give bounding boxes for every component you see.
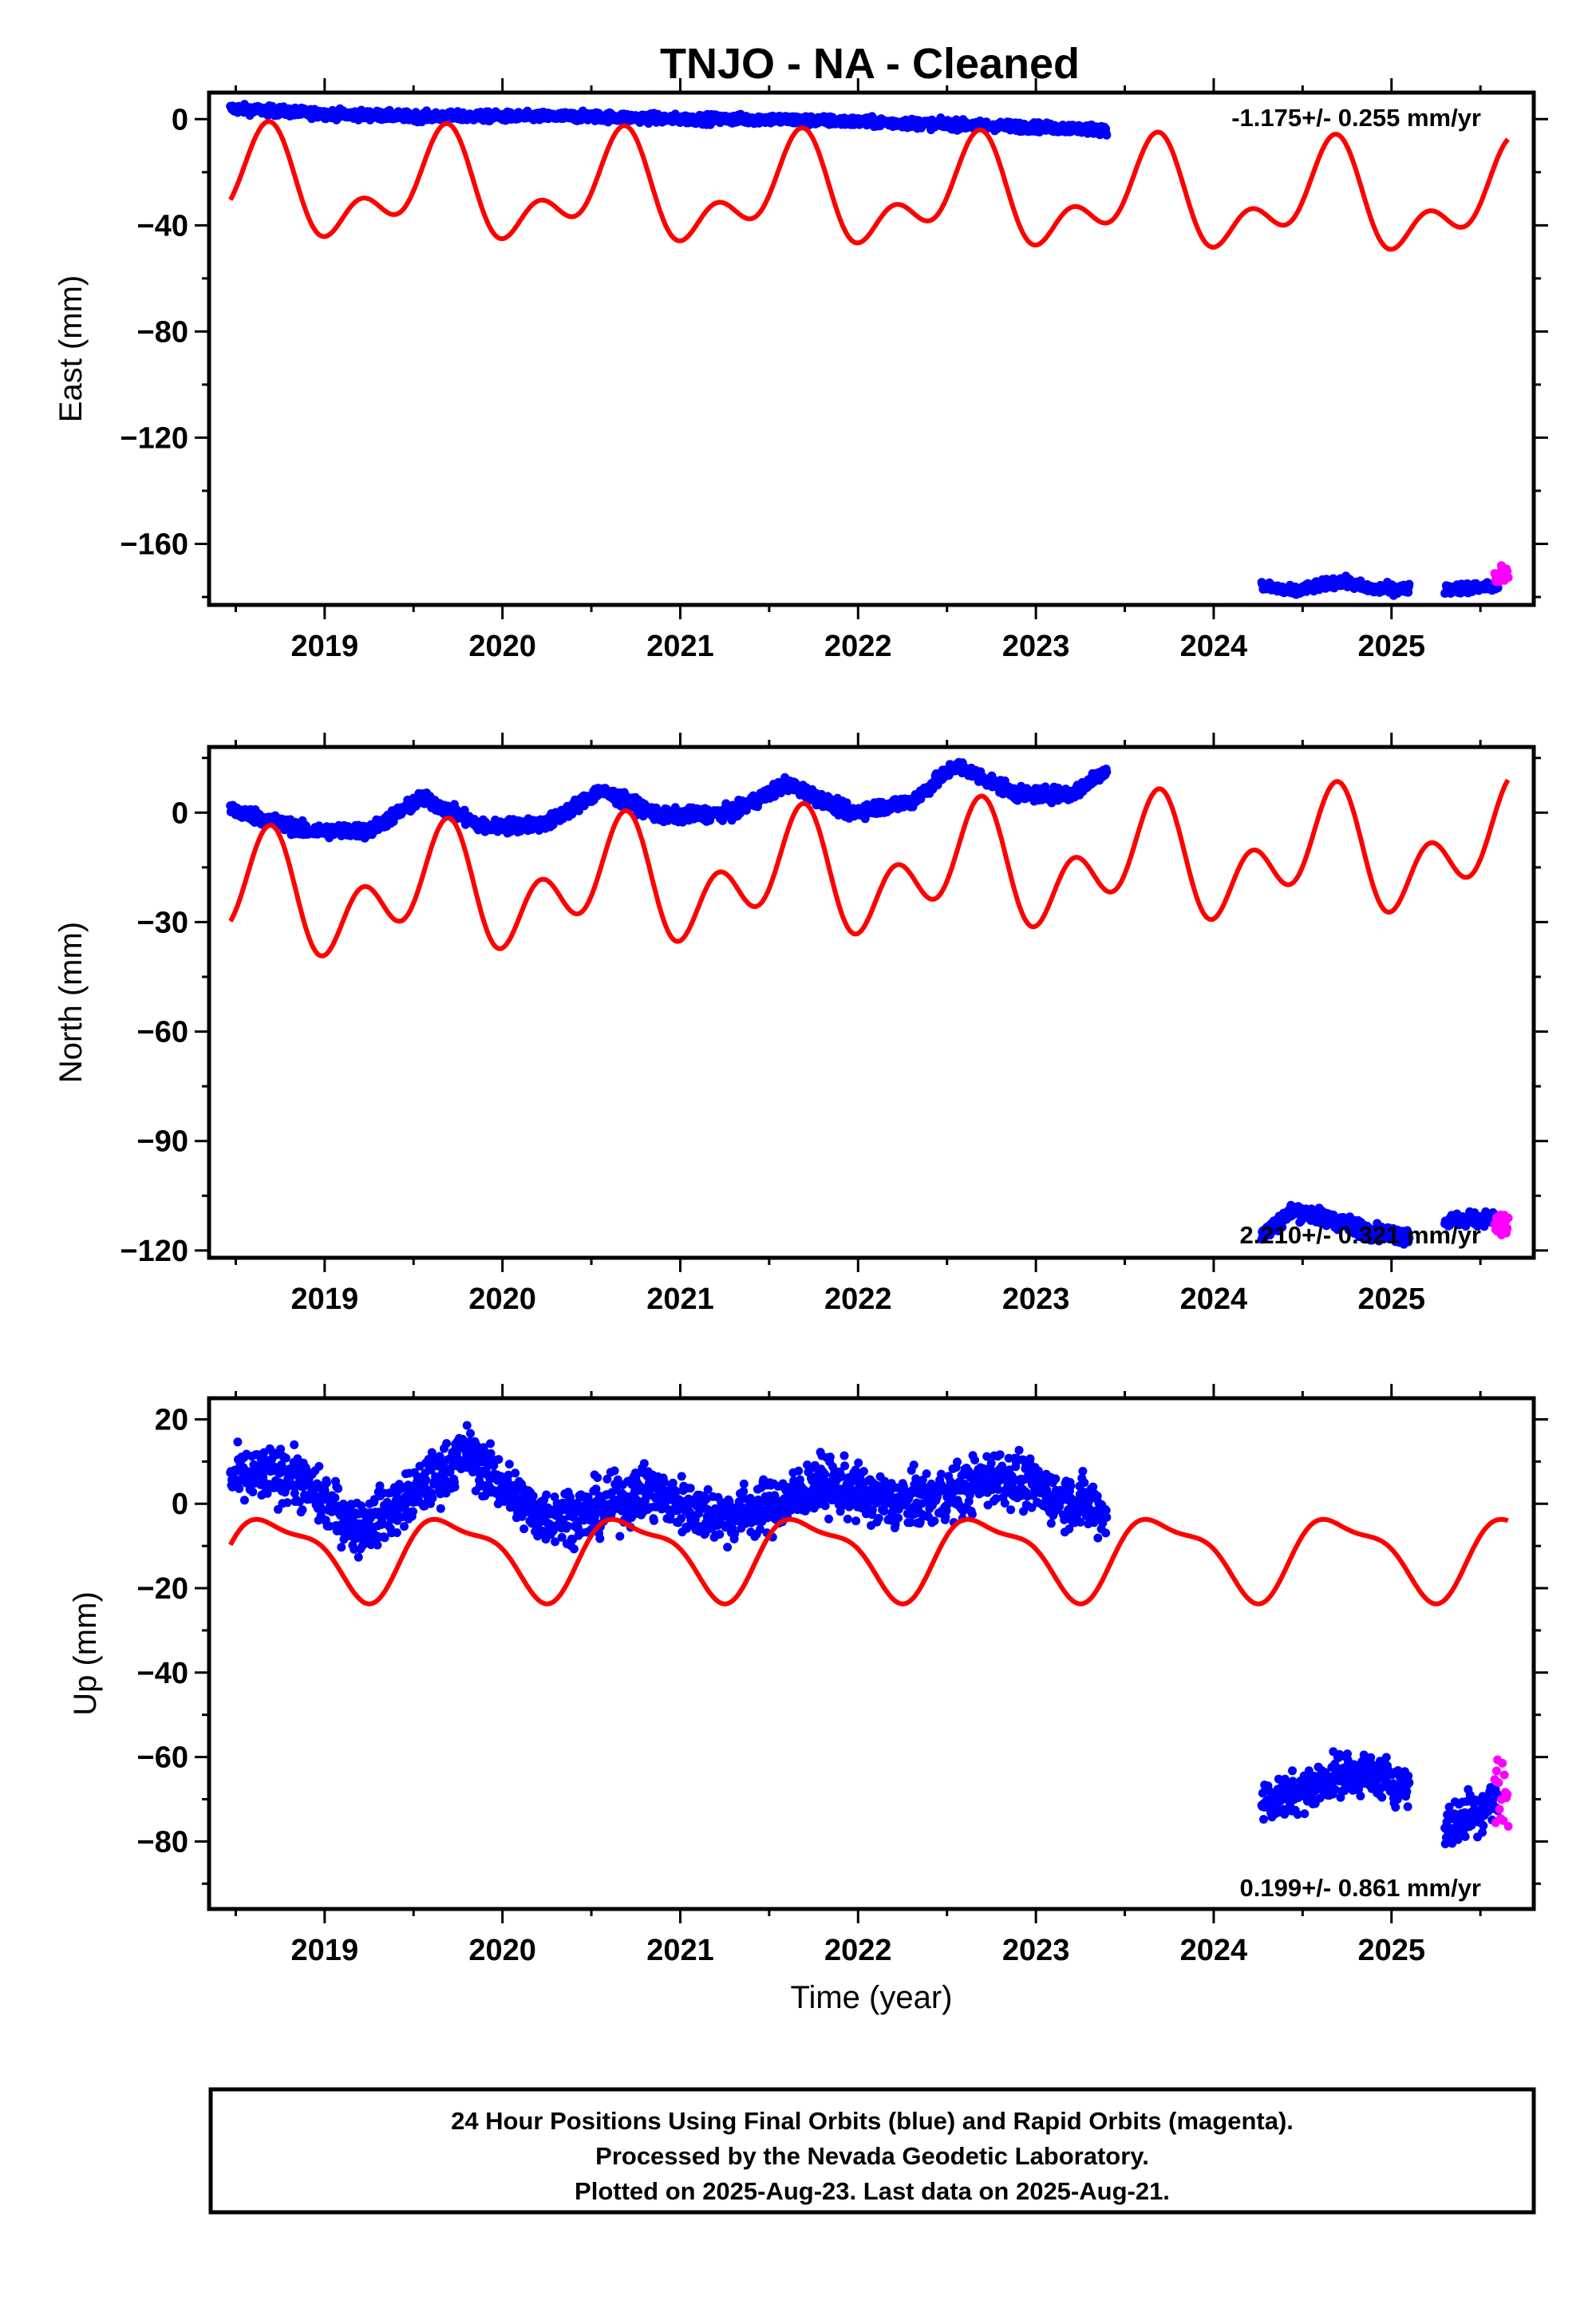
east-rate-label: -1.175+/- 0.255 mm/yr bbox=[1231, 104, 1481, 132]
north-panel-marks bbox=[226, 758, 1512, 1249]
up-final-point bbox=[290, 1441, 298, 1449]
east-rapid-orbit-points bbox=[1491, 561, 1513, 586]
north-panel-frame bbox=[209, 747, 1534, 1258]
up-final-point bbox=[409, 1508, 417, 1516]
north-rapid-orbit-points bbox=[1491, 1211, 1513, 1239]
east-xtick-label: 2025 bbox=[1357, 630, 1425, 663]
east-seasonal-model-curve bbox=[231, 121, 1508, 249]
east-xtick-label: 2024 bbox=[1180, 630, 1248, 663]
north-xtick-label: 2025 bbox=[1357, 1283, 1425, 1316]
east-panel-frame bbox=[209, 93, 1534, 605]
up-final-point bbox=[235, 1484, 243, 1493]
up-final-point bbox=[283, 1498, 292, 1507]
up-final-point bbox=[322, 1479, 331, 1488]
east-final-point bbox=[1404, 580, 1413, 589]
east-ytick-label: 0 bbox=[172, 103, 188, 136]
east-panel: 2019 2020 2021 2022 2023 2024 2025 0 −40 −80 −120 −… bbox=[53, 78, 1548, 663]
north-ytick-label: −90 bbox=[137, 1125, 188, 1159]
north-axis-label: North (mm) bbox=[53, 922, 89, 1083]
north-rapid-point bbox=[1503, 1224, 1511, 1233]
up-final-point bbox=[330, 1493, 339, 1502]
north-final-orbit-points bbox=[226, 758, 1502, 1249]
up-panel-marks bbox=[226, 1421, 1512, 1848]
north-xtick-label: 2024 bbox=[1180, 1283, 1248, 1316]
east-ytick-label: −120 bbox=[120, 421, 188, 455]
up-final-point bbox=[282, 1454, 290, 1463]
east-ytick-label: −40 bbox=[137, 209, 188, 243]
up-final-point bbox=[334, 1484, 342, 1493]
up-final-point bbox=[240, 1496, 249, 1504]
north-xtick-label: 2022 bbox=[824, 1283, 892, 1316]
figure-title: TNJO - NA - Cleaned bbox=[660, 40, 1080, 88]
up-final-point bbox=[393, 1528, 401, 1537]
north-ytick-label: −30 bbox=[137, 906, 188, 939]
north-rapid-point bbox=[1504, 1214, 1513, 1223]
east-xtick-label: 2021 bbox=[646, 630, 714, 663]
north-rate-label: 2.210+/- 0.321 mm/yr bbox=[1240, 1221, 1481, 1249]
north-xtick-label: 2023 bbox=[1002, 1283, 1070, 1316]
east-axis-label: East (mm) bbox=[53, 275, 89, 422]
up-final-point bbox=[248, 1488, 257, 1496]
north-xtick-label: 2019 bbox=[291, 1283, 359, 1316]
up-final-point bbox=[337, 1543, 346, 1551]
north-final-point bbox=[1102, 768, 1111, 777]
east-final-point bbox=[1102, 131, 1111, 140]
east-xtick-label: 2020 bbox=[468, 630, 536, 663]
up-final-point bbox=[354, 1553, 363, 1562]
up-final-point bbox=[298, 1505, 307, 1514]
east-xtick-label: 2023 bbox=[1002, 630, 1070, 663]
north-xtick-label: 2021 bbox=[646, 1283, 714, 1316]
north-ytick-label: −120 bbox=[120, 1235, 188, 1268]
up-final-orbit-points bbox=[226, 1421, 1502, 1848]
east-ytick-label: −160 bbox=[120, 528, 188, 561]
up-final-point bbox=[233, 1437, 242, 1446]
east-xtick-label: 2022 bbox=[824, 630, 892, 663]
up-final-point bbox=[373, 1541, 382, 1550]
up-final-point bbox=[314, 1462, 323, 1471]
east-rapid-point bbox=[1504, 573, 1513, 582]
east-xtick-label: 2019 bbox=[291, 630, 359, 663]
north-xtick-label: 2020 bbox=[468, 1283, 536, 1316]
north-ytick-label: −60 bbox=[137, 1016, 188, 1049]
east-panel-marks bbox=[226, 100, 1512, 600]
up-final-point bbox=[400, 1522, 409, 1531]
east-ytick-label: −80 bbox=[137, 315, 188, 349]
north-ytick-label: 0 bbox=[172, 796, 188, 830]
north-panel: 2019 2020 2021 2022 2023 2024 2025 0 −30 −60 −90 −1… bbox=[53, 733, 1548, 1316]
